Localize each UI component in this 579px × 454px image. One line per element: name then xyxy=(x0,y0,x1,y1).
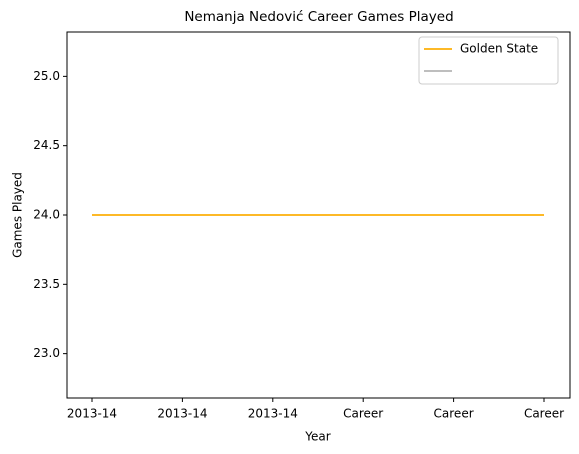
legend-label: Golden State xyxy=(460,42,538,56)
plot-frame xyxy=(66,31,571,399)
y-tick-label: 23.5 xyxy=(33,277,60,291)
y-tick-label: 24.0 xyxy=(33,208,60,222)
x-axis-label: Year xyxy=(304,430,330,444)
x-tick-label: Career xyxy=(524,407,564,421)
legend-box xyxy=(418,36,559,85)
x-tick-label: 2013-14 xyxy=(248,407,298,421)
x-tick-label: 2013-14 xyxy=(157,407,207,421)
y-tick-label: 24.5 xyxy=(33,138,60,152)
x-tick-label: 2013-14 xyxy=(67,407,117,421)
y-tick-label: 25.0 xyxy=(33,69,60,83)
y-axis-label: Games Played xyxy=(11,172,25,258)
x-tick-label: Career xyxy=(434,407,474,421)
x-tick-label: Career xyxy=(343,407,383,421)
chart-title: Nemanja Nedović Career Games Played xyxy=(184,9,453,25)
y-tick-label: 23.0 xyxy=(33,346,60,360)
